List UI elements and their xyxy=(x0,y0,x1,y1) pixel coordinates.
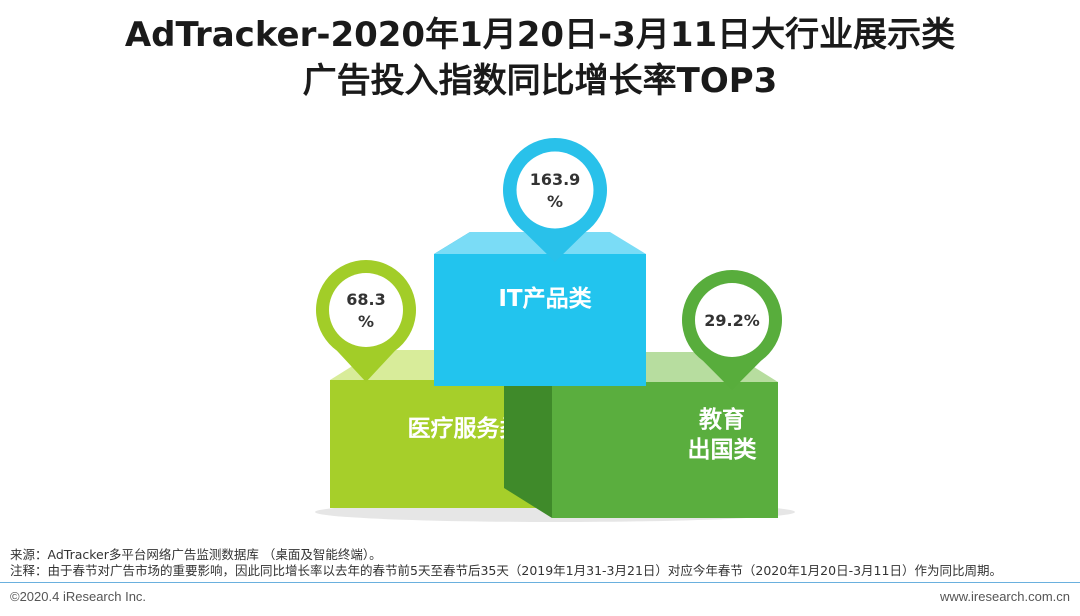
copyright-text: ©2020.4 iResearch Inc. xyxy=(10,589,147,604)
chart-title-line2: 广告投入指数同比增长率TOP3 xyxy=(302,61,778,101)
bar-1 xyxy=(330,380,552,508)
value-label-1-0: 68.3 xyxy=(346,290,385,309)
website-text: www.iresearch.com.cn xyxy=(939,589,1070,604)
category-label-2-0: 教育 xyxy=(699,406,745,433)
chart-notes: 来源：AdTracker多平台网络广告监测数据库 （桌面及智能终端）。 注释：由… xyxy=(10,547,1002,579)
chart-title-line1: AdTracker-2020年1月20日-3月11日大行业展示类 xyxy=(124,15,956,55)
value-pin-2 xyxy=(681,270,782,390)
value-label-1-1: % xyxy=(358,312,374,331)
bar-0 xyxy=(434,254,646,386)
category-label-0-0: IT产品类 xyxy=(498,285,591,312)
category-label-1-0: 医疗服务类 xyxy=(408,415,523,442)
category-label-2-1: 出国类 xyxy=(688,437,757,463)
chart-title: AdTracker-2020年1月20日-3月11日大行业展示类 广告投入指数同… xyxy=(0,12,1080,104)
bar-2 xyxy=(552,382,778,518)
value-label-0-0: 163.9 xyxy=(530,170,581,189)
footer: ©2020.4 iResearch Inc. www.iresearch.com… xyxy=(0,582,1080,616)
source-note: 来源：AdTracker多平台网络广告监测数据库 （桌面及智能终端）。 xyxy=(10,547,382,562)
remark-note: 注释：由于春节对广告市场的重要影响，因此同比增长率以去年的春节前5天至春节后35… xyxy=(10,563,1002,578)
value-label-2-0: 29.2% xyxy=(704,311,760,330)
value-pin-1 xyxy=(316,259,417,382)
block-side-2 xyxy=(504,352,552,518)
value-pin-0 xyxy=(503,138,608,262)
value-label-0-1: % xyxy=(547,192,563,211)
